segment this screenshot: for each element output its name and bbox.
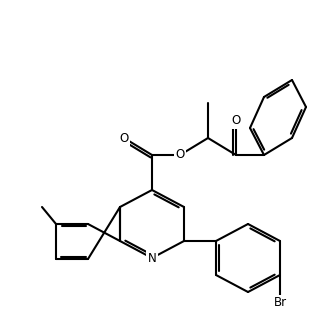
Text: O: O <box>119 132 129 144</box>
Text: O: O <box>175 149 185 162</box>
Text: N: N <box>148 252 156 265</box>
Text: Br: Br <box>274 296 287 309</box>
Text: O: O <box>231 114 241 128</box>
